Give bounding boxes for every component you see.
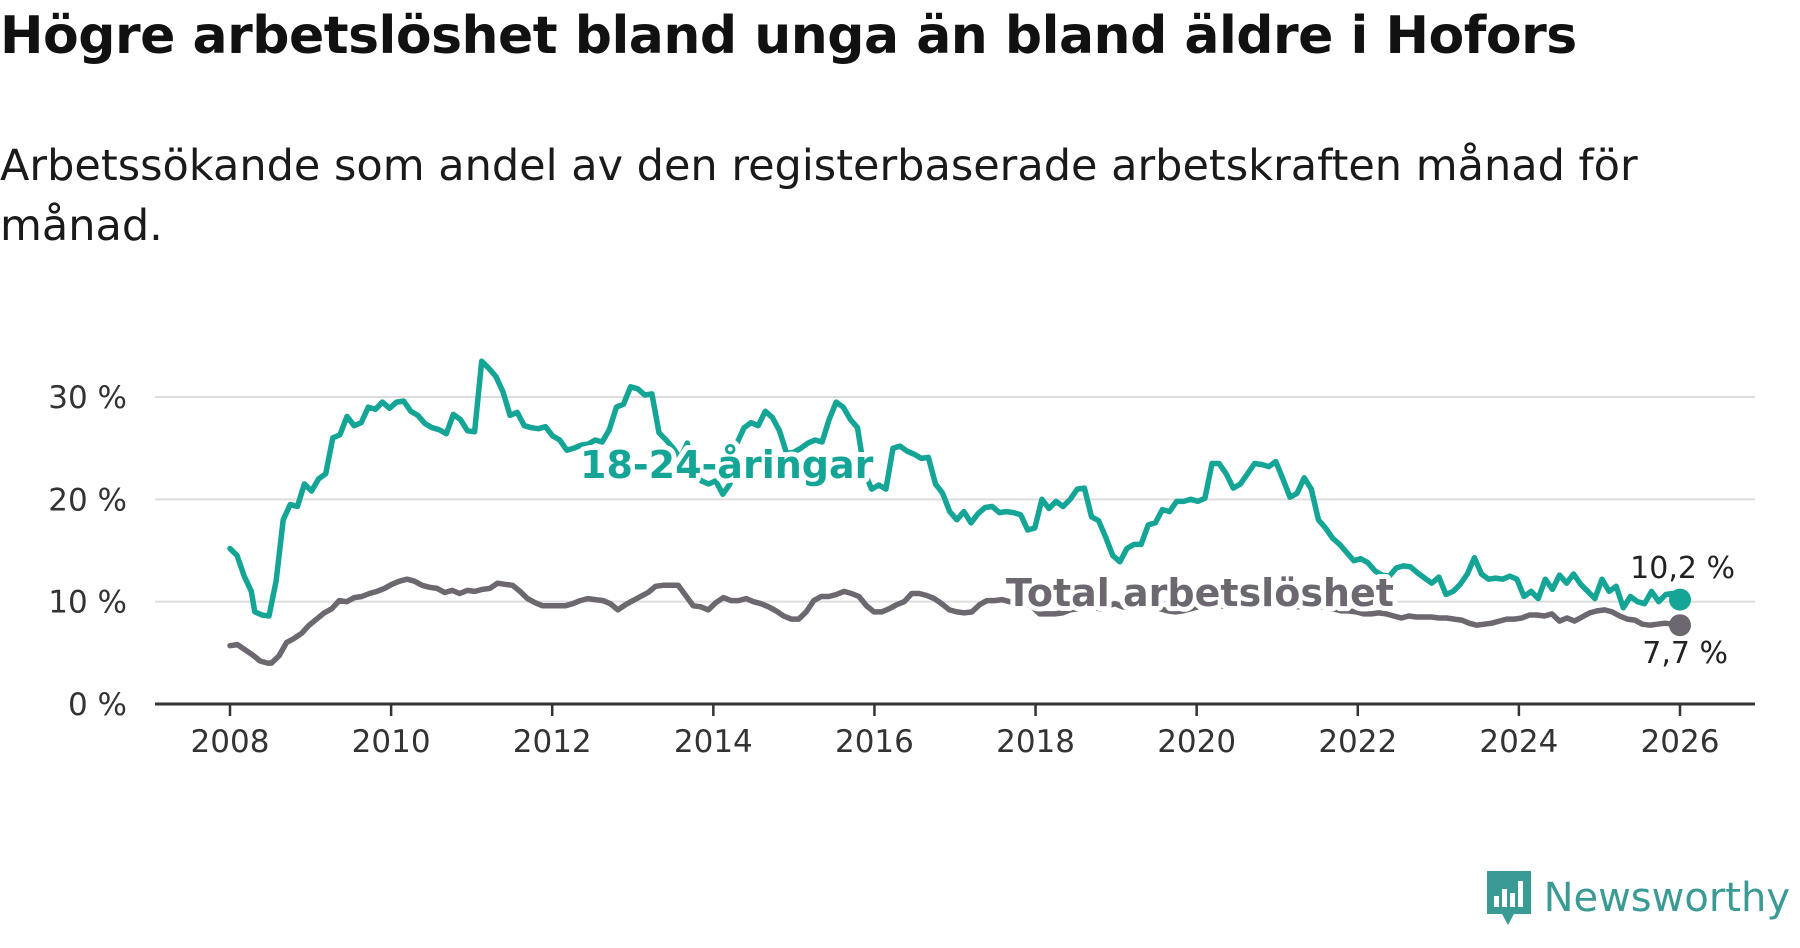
x-tick-label: 2018: [996, 724, 1075, 760]
x-tick-label: 2008: [191, 724, 270, 760]
x-tick-label: 2026: [1641, 724, 1720, 760]
y-tick-label: 20 %: [48, 482, 127, 518]
x-tick-label: 2020: [1157, 724, 1236, 760]
chart-subtitle: Arbetssökande som andel av den registerb…: [0, 141, 1638, 251]
x-tick-label: 2014: [674, 724, 753, 760]
chart-title: Högre arbetslöshet bland unga än bland ä…: [0, 6, 1577, 66]
series-line-total: [227, 576, 1683, 666]
end-value-total: 7,7 %: [1642, 636, 1728, 671]
x-tick-label: 2024: [1479, 724, 1558, 760]
x-tick-label: 2022: [1318, 724, 1397, 760]
series-label-youth: 18-24-åringar: [580, 443, 874, 487]
grid-lines: [155, 396, 1755, 603]
x-axis: 2008 2010 2012 2014 2016 2018 2020 2022 2024 2026: [155, 702, 1755, 760]
series-label-total: Total arbetslöshet: [1006, 571, 1394, 615]
y-tick-label: 30 %: [48, 380, 127, 416]
brand-logo: Newsworthy: [1484, 868, 1790, 928]
y-axis-labels: 0 % 10 % 20 % 30 %: [48, 380, 127, 723]
series-labels: 18-24-åringar Total arbetslöshet 10,2 % 7,7…: [575, 438, 1735, 671]
series-line-youth: [227, 358, 1683, 619]
y-tick-label: 10 %: [48, 585, 127, 621]
end-value-youth: 10,2 %: [1630, 551, 1735, 586]
newsworthy-logo-icon: [1486, 871, 1531, 925]
end-point-youth: [1669, 588, 1691, 611]
x-tick-label: 2016: [835, 724, 914, 760]
brand-name: Newsworthy: [1543, 875, 1790, 921]
y-tick-label: 0 %: [68, 687, 127, 723]
end-point-total: [1669, 614, 1691, 637]
x-tick-label: 2012: [513, 724, 592, 760]
x-tick-label: 2010: [352, 724, 431, 760]
series-layer: [227, 358, 1691, 666]
